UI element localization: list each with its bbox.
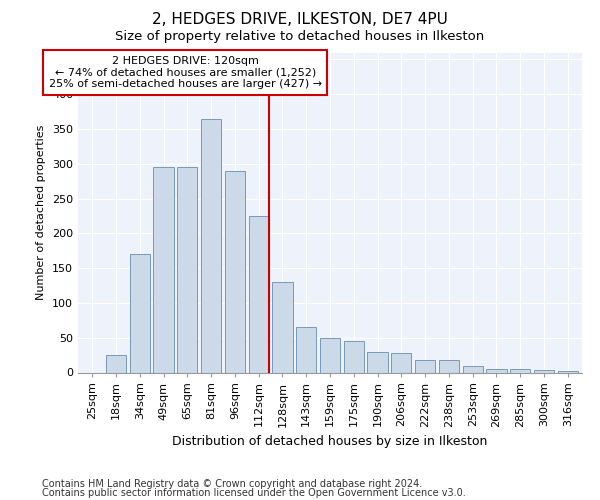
Bar xyxy=(534,370,554,372)
Y-axis label: Number of detached properties: Number of detached properties xyxy=(37,125,46,300)
Bar xyxy=(154,168,173,372)
Bar xyxy=(248,216,269,372)
Text: Size of property relative to detached houses in Ilkeston: Size of property relative to detached ho… xyxy=(115,30,485,43)
X-axis label: Distribution of detached houses by size in Ilkeston: Distribution of detached houses by size … xyxy=(172,435,488,448)
Text: Contains public sector information licensed under the Open Government Licence v3: Contains public sector information licen… xyxy=(42,488,466,498)
Bar xyxy=(344,341,364,372)
Bar xyxy=(367,352,388,372)
Bar xyxy=(439,360,459,372)
Text: 2 HEDGES DRIVE: 120sqm
← 74% of detached houses are smaller (1,252)
25% of semi-: 2 HEDGES DRIVE: 120sqm ← 74% of detached… xyxy=(49,56,322,89)
Bar xyxy=(557,371,578,372)
Bar xyxy=(463,366,483,372)
Bar xyxy=(487,369,506,372)
Bar xyxy=(225,171,245,372)
Bar xyxy=(415,360,435,372)
Bar xyxy=(272,282,293,372)
Text: Contains HM Land Registry data © Crown copyright and database right 2024.: Contains HM Land Registry data © Crown c… xyxy=(42,479,422,489)
Bar xyxy=(320,338,340,372)
Bar xyxy=(130,254,150,372)
Bar xyxy=(201,118,221,372)
Bar xyxy=(177,168,197,372)
Bar xyxy=(106,355,126,372)
Bar xyxy=(296,328,316,372)
Bar xyxy=(510,369,530,372)
Text: 2, HEDGES DRIVE, ILKESTON, DE7 4PU: 2, HEDGES DRIVE, ILKESTON, DE7 4PU xyxy=(152,12,448,28)
Bar xyxy=(391,353,412,372)
